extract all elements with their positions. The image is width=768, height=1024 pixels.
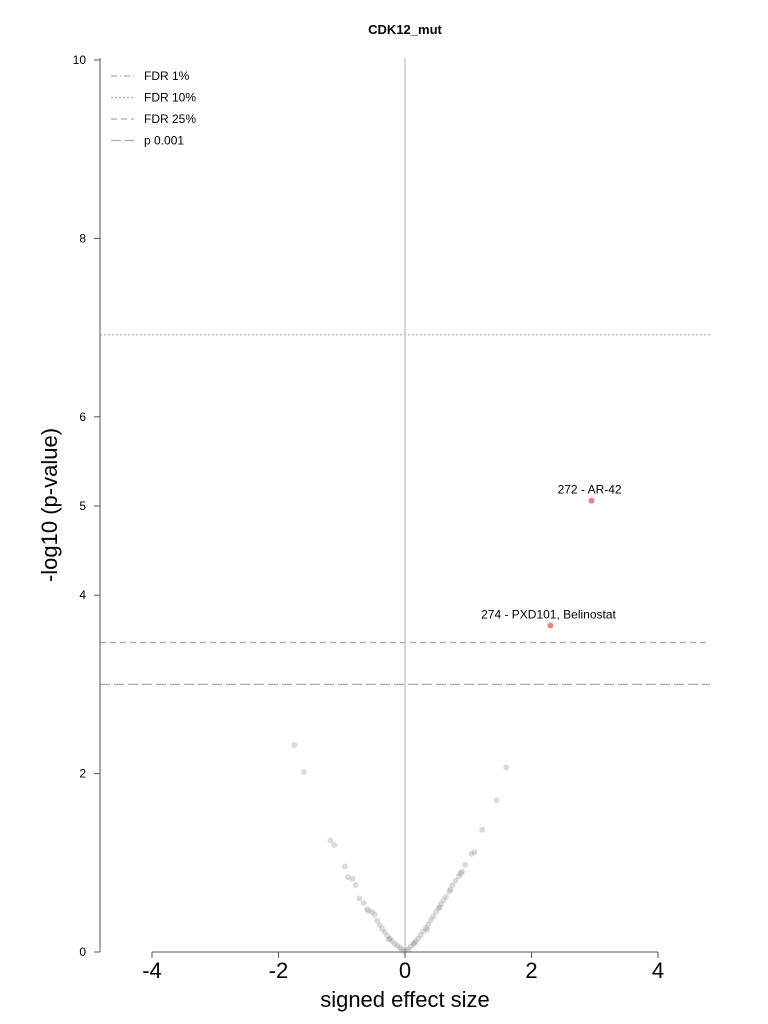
data-point [471, 849, 478, 856]
legend-label: FDR 25% [144, 112, 196, 126]
data-point [371, 911, 378, 918]
data-point [440, 897, 447, 904]
data-point [405, 946, 412, 953]
data-point [391, 940, 398, 947]
data-point [341, 863, 348, 870]
y-tick-label: 4 [79, 588, 86, 602]
data-point [396, 944, 403, 951]
data-point [369, 908, 376, 915]
data-point [300, 768, 307, 775]
x-axis-ticks: -4 -2 0 2 4 [142, 952, 664, 983]
legend-label: p 0.001 [144, 134, 184, 148]
data-point [415, 935, 422, 942]
data-point [394, 942, 401, 949]
data-point [503, 764, 510, 771]
data-point [400, 948, 407, 955]
data-point [422, 924, 429, 931]
data-point [410, 940, 417, 947]
data-point [462, 861, 469, 868]
legend-label: FDR 1% [144, 69, 190, 83]
x-tick-label: -2 [269, 958, 289, 983]
y-tick-label: 10 [73, 53, 87, 67]
highlighted-point [547, 622, 554, 629]
x-tick-label: 4 [652, 958, 664, 983]
data-point [386, 936, 393, 943]
y-tick-label: 2 [79, 767, 86, 781]
data-point [446, 888, 453, 895]
data-point [352, 882, 359, 889]
data-point [479, 826, 486, 833]
data-point [430, 913, 437, 920]
data-point [381, 929, 388, 936]
data-point [403, 947, 410, 954]
data-point [438, 900, 445, 907]
data-point [411, 940, 418, 947]
data-point [417, 932, 424, 939]
highlighted-point [588, 497, 595, 504]
data-point [425, 921, 432, 928]
data-point [443, 893, 450, 900]
data-point [468, 850, 475, 857]
data-point [412, 938, 419, 945]
data-point [360, 899, 367, 906]
data-point [436, 904, 443, 911]
data-point [364, 906, 371, 913]
data-point [327, 837, 334, 844]
x-axis-label: signed effect size [320, 987, 490, 1012]
data-point [384, 932, 391, 939]
data-point [291, 742, 298, 749]
data-point [432, 908, 439, 915]
data-point [376, 922, 383, 929]
chart-title: CDK12_mut [368, 22, 442, 37]
data-point [345, 874, 352, 881]
data-point [365, 907, 372, 914]
data-point [452, 877, 459, 884]
legend: FDR 1% FDR 10% FDR 25% p 0.001 [111, 69, 196, 148]
data-point [407, 943, 414, 950]
data-point [374, 917, 381, 924]
point-label: 272 - AR-42 [558, 483, 622, 497]
y-tick-label: 6 [79, 410, 86, 424]
legend-label: FDR 10% [144, 91, 196, 105]
data-point [331, 841, 338, 848]
data-point [386, 935, 393, 942]
y-tick-label: 5 [79, 499, 86, 513]
background-points [291, 742, 510, 955]
data-point [424, 926, 431, 933]
point-label: 274 - PXD101, Belinostat [481, 608, 616, 622]
data-point [458, 868, 465, 875]
data-point [349, 875, 356, 882]
x-tick-label: 0 [399, 958, 411, 983]
data-point [420, 928, 427, 935]
data-point [435, 905, 442, 912]
highlighted-points: 272 - AR-42 274 - PXD101, Belinostat [481, 483, 622, 629]
y-axis-label: -log10 (p-value) [37, 428, 62, 582]
x-tick-label: -4 [142, 958, 162, 983]
data-point [457, 870, 464, 877]
data-point [449, 882, 456, 889]
y-tick-label: 0 [79, 945, 86, 959]
y-tick-label: 8 [79, 231, 86, 245]
x-tick-label: 2 [525, 958, 537, 983]
data-point [427, 916, 434, 923]
data-point [356, 895, 363, 902]
data-point [379, 925, 386, 932]
y-axis-ticks: 0 2 4 5 6 8 10 [73, 53, 100, 959]
data-point [455, 873, 462, 880]
data-point [493, 797, 500, 804]
data-point [389, 938, 396, 945]
data-point [447, 886, 454, 893]
data-point [398, 946, 405, 953]
